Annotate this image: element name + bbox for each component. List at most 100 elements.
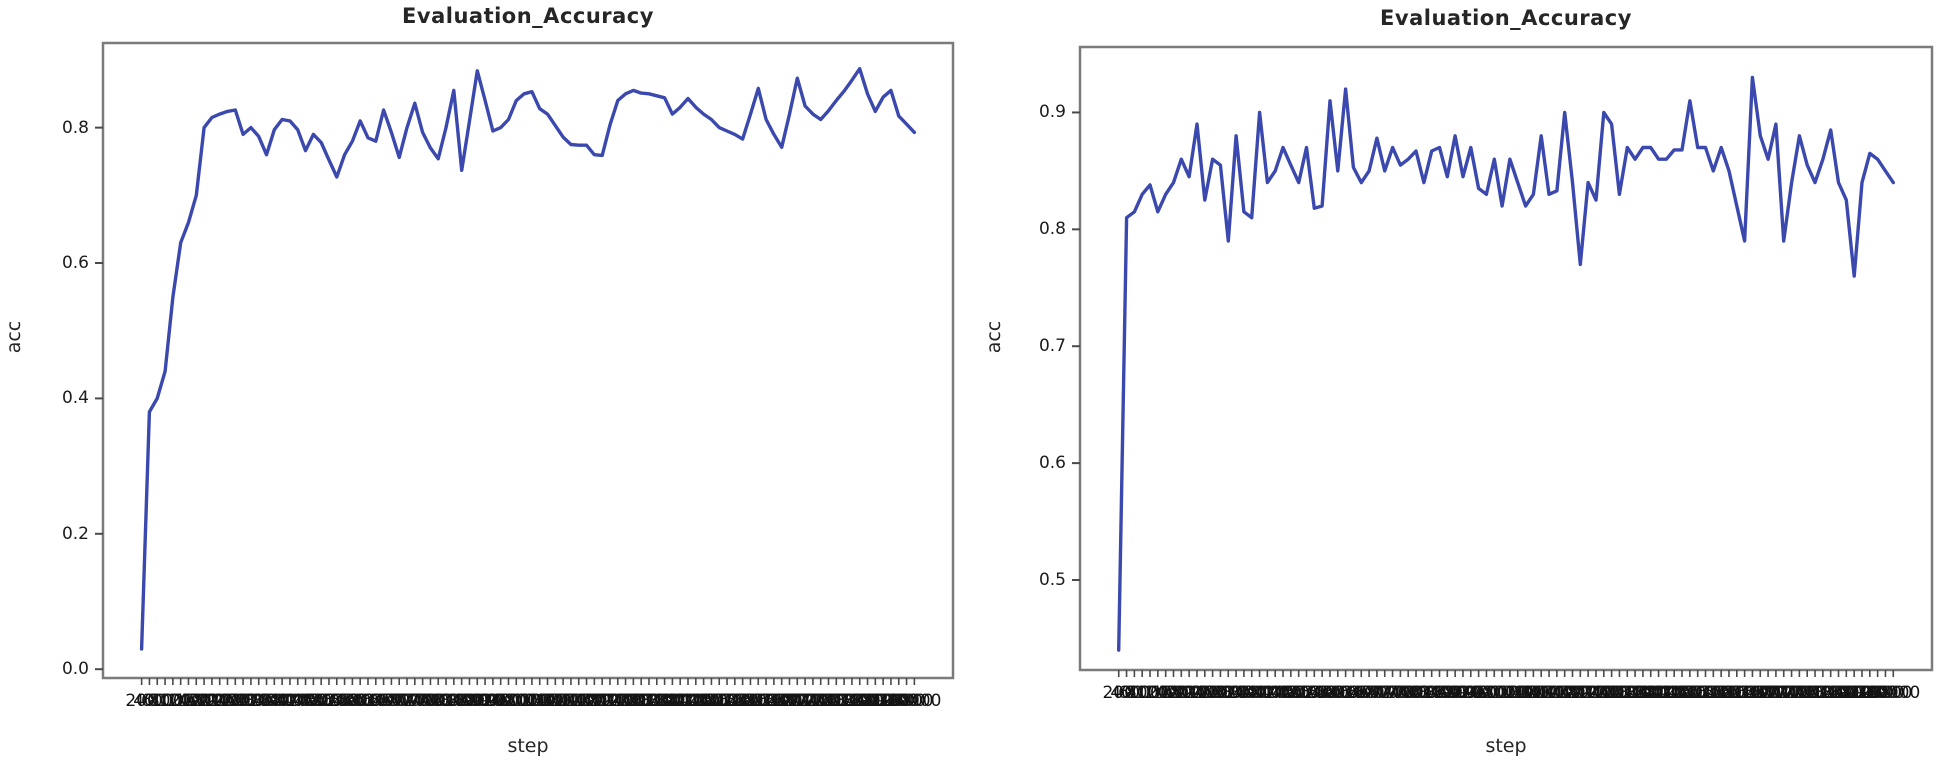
x-tick-label: 800: [148, 691, 182, 711]
x-tick-label: 18200: [817, 691, 872, 711]
x-tick-label: 13000: [1592, 683, 1647, 703]
x-tick-label: 1600: [174, 691, 218, 711]
x-tick-label: 2800: [1198, 683, 1243, 703]
x-tick-label: 11200: [543, 691, 598, 711]
x-tick-label: 6400: [361, 691, 406, 711]
x-tick-label: 17400: [1764, 683, 1819, 703]
x-tick-label: 8200: [432, 691, 476, 711]
x-tick-label: 12000: [1553, 683, 1608, 703]
x-tick-label: 3400: [244, 691, 289, 711]
x-tick-label: 14200: [1639, 683, 1694, 703]
x-tick-label: 15600: [1694, 683, 1749, 703]
x-tick-label: 6200: [354, 691, 398, 711]
x-tick-label: 11600: [1537, 683, 1592, 703]
x-tick-label: 10800: [1506, 683, 1561, 703]
x-tick-label: 19600: [1850, 683, 1905, 703]
x-tick-label: 20000: [1866, 683, 1921, 703]
y-tick-label: 0.0: [61, 659, 89, 680]
x-tick-label: 12200: [582, 691, 637, 711]
x-tick-label: 19800: [1858, 683, 1913, 703]
x-tick-label: 13200: [621, 691, 677, 711]
x-tick-label: 4200: [1253, 683, 1297, 703]
x-tick-label: 1000: [1128, 683, 1172, 703]
x-tick-label: 6800: [377, 691, 421, 711]
y-tick-label: 0.9: [1038, 102, 1066, 123]
x-tick-label: 11800: [567, 691, 622, 711]
y-tick-label: 0.5: [1038, 569, 1066, 590]
x-tick-label: 7000: [385, 691, 429, 711]
x-tick-label: 8000: [1402, 683, 1446, 703]
x-tick-label: 13800: [1623, 683, 1678, 703]
x-tick-label: 15800: [723, 691, 778, 711]
x-tick-label: 10200: [504, 691, 559, 711]
x-tick-label: 12400: [590, 691, 645, 711]
x-tick-label: 10800: [528, 691, 583, 711]
x-tick-label: 1400: [1144, 683, 1188, 703]
x-tick-label: 5200: [315, 691, 359, 711]
x-tick-label: 6000: [1323, 683, 1368, 703]
x-tick-label: 12800: [1584, 683, 1639, 703]
x-tick-label: 15400: [707, 691, 762, 711]
x-tick-label: 19400: [1842, 683, 1897, 703]
x-tick-label: 15000: [692, 691, 747, 711]
x-tick-label: 17600: [1772, 683, 1827, 703]
x-tick-label: 7800: [416, 691, 460, 711]
x-tick-label: 12200: [1561, 683, 1616, 703]
x-tick-label: 400: [1110, 683, 1143, 703]
x-tick-label: 6200: [1331, 683, 1376, 703]
x-tick-label: 14400: [668, 691, 723, 711]
x-tick-label: 1600: [1151, 683, 1196, 703]
x-tick-label: 3400: [1222, 683, 1266, 703]
x-tick-label: 18800: [840, 691, 895, 711]
x-tick-label: 10600: [1498, 683, 1553, 703]
x-tick-label: 7200: [1370, 683, 1415, 703]
x-tick-label: 4400: [283, 691, 328, 711]
x-tick-label: 10400: [1490, 683, 1545, 703]
x-tick-label: 5600: [1308, 683, 1352, 703]
x-tick-label: 15400: [1686, 683, 1741, 703]
x-tick-label: 5400: [1300, 683, 1344, 703]
x-tick-label: 200: [125, 691, 158, 711]
x-tick-label: 19000: [848, 691, 903, 711]
x-tick-label: 16600: [754, 691, 809, 711]
plot-frame: [101, 41, 955, 680]
right-x-axis-label: step: [1485, 735, 1527, 757]
x-tick-label: 4600: [291, 691, 335, 711]
x-tick-label: 15200: [699, 691, 755, 711]
x-tick-label: 600: [141, 691, 174, 711]
x-tick-label: 1200: [159, 691, 203, 711]
x-tick-label: 17000: [1748, 683, 1803, 703]
x-tick-label: 17800: [1780, 683, 1835, 703]
x-tick-label: 2600: [213, 691, 257, 711]
x-tick-label: 19600: [871, 691, 926, 711]
y-tick-label: 0.8: [1038, 219, 1066, 240]
x-tick-label: 17800: [801, 691, 856, 711]
x-tick-label: 2200: [1175, 683, 1219, 703]
x-tick-label: 13400: [629, 691, 684, 711]
x-tick-label: 1400: [166, 691, 211, 711]
x-tick-label: 12600: [1576, 683, 1631, 703]
x-tick-label: 3200: [1214, 683, 1258, 703]
x-tick-label: 4400: [1261, 683, 1305, 703]
x-tick-label: 15600: [715, 691, 770, 711]
x-tick-label: 9200: [1449, 683, 1493, 703]
x-tick-label: 10000: [497, 691, 552, 711]
x-tick-label: 11600: [559, 691, 614, 711]
x-tick-label: 9800: [1472, 683, 1516, 703]
x-tick-label: 2000: [190, 691, 234, 711]
x-tick-label: 4000: [1245, 683, 1290, 703]
x-tick-label: 5400: [322, 691, 367, 711]
x-tick-label: 4200: [276, 691, 320, 711]
x-tick-label: 15800: [1701, 683, 1757, 703]
x-tick-label: 19000: [1827, 683, 1882, 703]
x-tick-label: 14600: [676, 691, 731, 711]
x-tick-label: 11800: [1545, 683, 1600, 703]
y-tick-label: 0.6: [61, 253, 89, 274]
x-tick-label: 17600: [793, 691, 848, 711]
x-tick-label: 15200: [1678, 683, 1733, 703]
x-tick-label: 11400: [1529, 683, 1584, 703]
x-tick-label: 7000: [1363, 683, 1407, 703]
x-tick-label: 2800: [221, 691, 265, 711]
